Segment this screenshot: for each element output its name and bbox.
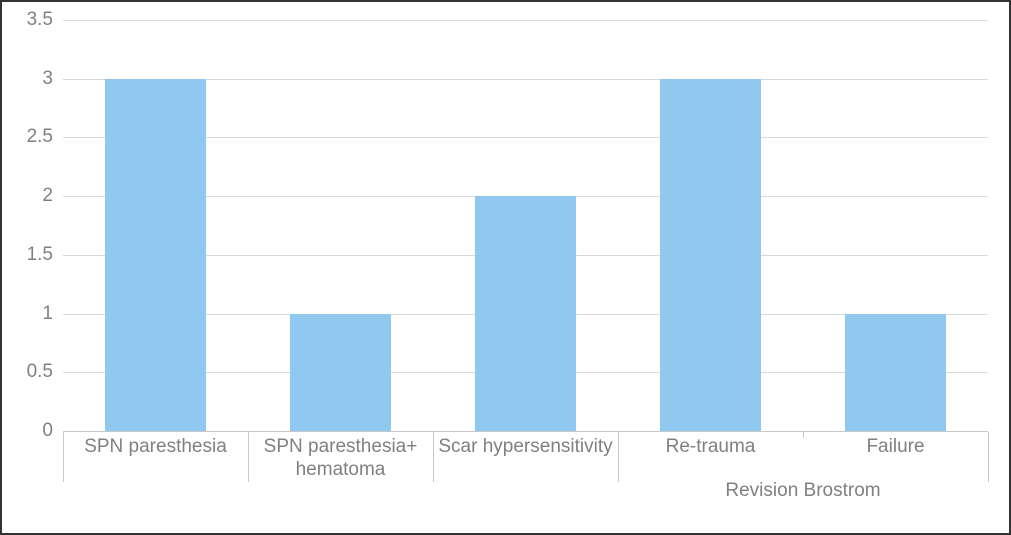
x-group-tick (63, 436, 64, 482)
bar (660, 79, 762, 431)
bar (105, 79, 207, 431)
plot-area: 00.511.522.533.5 (63, 20, 988, 432)
y-tick-label: 2 (13, 185, 53, 207)
x-axis-secondary: Revision Brostrom (63, 472, 988, 517)
bar (290, 314, 392, 431)
y-tick-label: 2.5 (13, 126, 53, 148)
y-tick-label: 3 (13, 68, 53, 90)
x-group-tick (988, 436, 989, 482)
x-axis-primary: SPN paresthesiaSPN paresthesia+ hematoma… (63, 432, 988, 467)
y-tick-label: 1 (13, 303, 53, 325)
image-frame: 00.511.522.533.5 SPN paresthesiaSPN pare… (0, 0, 1011, 535)
bar (845, 314, 947, 431)
x-group-tick (433, 436, 434, 482)
bar-chart: 00.511.522.533.5 SPN paresthesiaSPN pare… (8, 8, 1003, 527)
x-group-label: Revision Brostrom (618, 480, 988, 503)
y-tick-label: 0.5 (13, 361, 53, 383)
x-tick-label: SPN paresthesia (63, 436, 248, 459)
x-group-tick (618, 436, 619, 482)
x-tick-label: Scar hypersensitivity (433, 436, 618, 459)
x-group-tick (248, 436, 249, 482)
bar (475, 196, 577, 431)
y-tick-label: 3.5 (13, 9, 53, 31)
gridline (63, 20, 988, 21)
y-tick-label: 0 (13, 420, 53, 442)
x-tick-label: Failure (803, 436, 988, 459)
y-tick-label: 1.5 (13, 244, 53, 266)
x-tick-label: Re-trauma (618, 436, 803, 459)
